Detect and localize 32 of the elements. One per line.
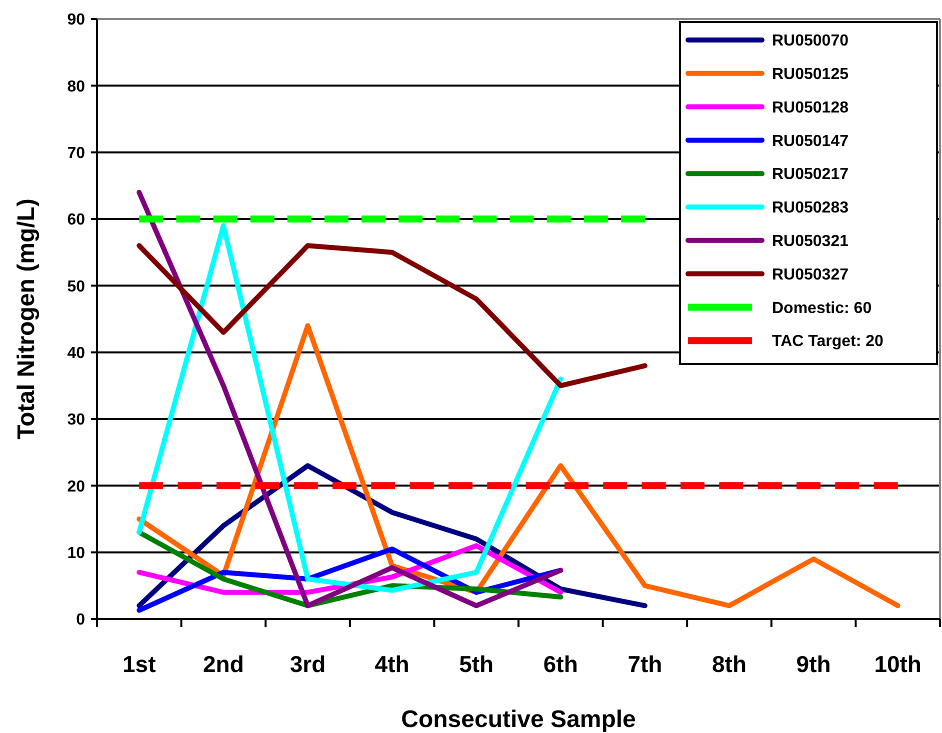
y-tick-label: 60: [67, 212, 86, 229]
y-tick-label: 70: [67, 144, 86, 162]
y-axis-title: Total Nitrogen (mg/L): [13, 198, 40, 440]
legend-label: RU050283: [772, 200, 849, 217]
x-tick-label: 3rd: [290, 651, 326, 677]
legend-label: RU050321: [772, 233, 849, 250]
legend-label: RU050327: [772, 266, 849, 284]
legend-label: RU050147: [772, 132, 849, 150]
y-tick-label: 30: [67, 412, 86, 429]
x-tick-label: 5th: [459, 651, 494, 677]
x-axis-title: Consecutive Sample: [401, 706, 636, 733]
x-tick-label: 4th: [374, 651, 410, 677]
legend-label: RU050128: [772, 99, 849, 116]
x-tick-label: 9th: [796, 651, 831, 677]
x-tick-label: 8th: [712, 651, 746, 677]
x-tick-label: 2nd: [203, 651, 244, 677]
y-tick-label: 40: [67, 344, 86, 362]
x-tick-label: 7th: [628, 651, 662, 677]
legend-label: TAC Target: 20: [772, 333, 884, 350]
legend-label: RU050125: [772, 66, 849, 83]
y-tick-label: 20: [67, 478, 86, 496]
x-tick-label: 1st: [122, 651, 156, 677]
y-tick-label: 90: [67, 12, 86, 29]
x-tick-label: 6th: [543, 651, 578, 677]
y-tick-label: 10: [67, 544, 86, 562]
legend-label: Domestic: 60: [772, 300, 872, 317]
x-tick-label: 10th: [874, 651, 922, 677]
y-tick-label: 0: [76, 612, 86, 629]
legend-label: RU050217: [772, 166, 849, 184]
y-tick-label: 50: [67, 278, 86, 296]
y-tick-label: 80: [67, 78, 86, 96]
legend-label: RU050070: [772, 32, 849, 50]
